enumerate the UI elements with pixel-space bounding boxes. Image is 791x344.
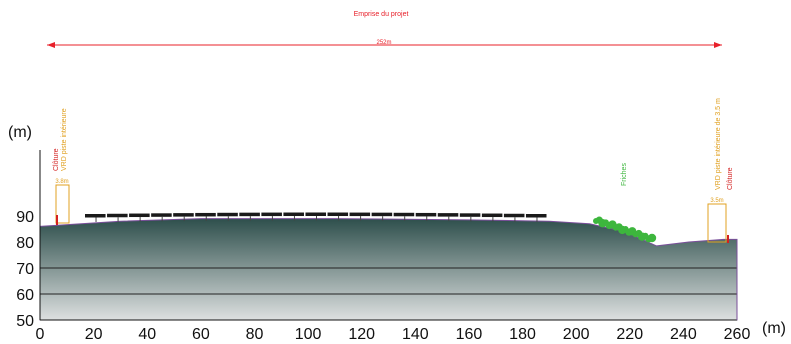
solar-panel-table [85, 214, 106, 222]
solar-panel [437, 213, 459, 217]
solar-panel [129, 213, 150, 218]
left-fence-label: Clôture [53, 148, 60, 171]
solar-panel-table [525, 214, 547, 222]
y-tick-label: 70 [16, 261, 34, 278]
solar-panel [393, 212, 415, 217]
solar-panel [305, 212, 327, 216]
x-unit-label: (m) [762, 320, 786, 337]
solar-panel-table [261, 212, 282, 221]
x-tick-label: 120 [348, 326, 375, 343]
y-tick-label: 80 [16, 235, 34, 252]
left-road-marker [55, 184, 70, 224]
y-tick-label: 90 [16, 209, 34, 226]
x-tick-label: 140 [402, 326, 429, 343]
y-tick-label: 60 [16, 287, 34, 304]
solar-panel-table [239, 212, 260, 221]
solar-panel-table [459, 213, 481, 222]
solar-panel-table [327, 212, 349, 221]
right-fence-label: Clôture [727, 167, 734, 190]
solar-panel [481, 213, 503, 218]
solar-panel [283, 212, 304, 217]
solar-panel-table [371, 212, 393, 221]
y-tick-labels: 50 60 70 80 90 [16, 209, 34, 330]
x-tick-label: 200 [563, 326, 590, 343]
y-tick-label: 50 [16, 313, 34, 330]
solar-panel-table [151, 213, 172, 222]
solar-panel [459, 213, 481, 217]
solar-panel [195, 212, 216, 217]
y-unit-label: (m) [8, 124, 32, 141]
solar-panel [85, 214, 106, 218]
solar-panel-table [129, 213, 150, 222]
solar-panel [503, 213, 525, 218]
solar-panel-table [503, 213, 525, 222]
right-road-width: 3.5m [710, 198, 723, 204]
solar-panel-table [393, 212, 415, 221]
x-tick-label: 20 [85, 326, 103, 343]
solar-panel [415, 212, 437, 217]
solar-panel-table [349, 212, 371, 221]
solar-panel [217, 212, 238, 217]
solar-panel [107, 213, 128, 218]
solar-panel [371, 212, 393, 217]
solar-panel-table [415, 212, 437, 221]
solar-panel [239, 212, 260, 217]
solar-panel [525, 214, 547, 218]
x-tick-labels: 0 20 40 60 80 100 120 140 160 180 200 220 240 260 [36, 326, 751, 343]
solar-panel-table [305, 212, 327, 221]
left-road-width: 3.8m [55, 179, 68, 185]
vegetation-friches [593, 216, 657, 243]
solar-panel [349, 212, 371, 217]
solar-panel-table [481, 213, 503, 222]
left-road-label: VRD piste intérieure [61, 108, 68, 171]
solar-panel [261, 212, 282, 217]
solar-panel [151, 213, 172, 217]
x-tick-label: 260 [724, 326, 751, 343]
x-tick-label: 100 [295, 326, 322, 343]
shrub [647, 233, 657, 243]
x-tick-label: 80 [246, 326, 264, 343]
solar-panel-table [195, 212, 216, 221]
right-road-marker [707, 203, 727, 243]
solar-panel [327, 212, 349, 217]
project-extent-length: 252m [376, 40, 391, 46]
x-tick-label: 60 [192, 326, 210, 343]
x-tick-label: 0 [36, 326, 45, 343]
x-tick-label: 240 [670, 326, 697, 343]
x-tick-label: 220 [616, 326, 643, 343]
solar-panel-table [437, 213, 459, 222]
x-tick-label: 180 [509, 326, 536, 343]
solar-panel-rows [85, 212, 547, 222]
x-tick-label: 160 [456, 326, 483, 343]
solar-panel-table [107, 213, 128, 222]
solar-panel-table [217, 212, 238, 221]
solar-panel-table [283, 212, 304, 221]
right-road-label: VRD piste intérieure de 3.5 m [715, 98, 722, 190]
vegetation-label: Friches [621, 163, 628, 186]
solar-panel-table [173, 213, 194, 222]
solar-panel [173, 213, 194, 217]
x-tick-label: 40 [138, 326, 156, 343]
project-extent-title: Emprise du projet [354, 11, 409, 18]
